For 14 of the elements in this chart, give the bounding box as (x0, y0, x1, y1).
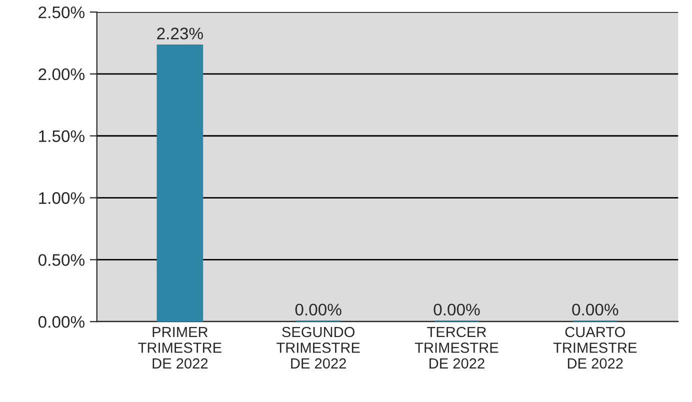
x-tick-label: SEGUNDO TRIMESTRE DE 2022 (276, 326, 360, 369)
y-tick-label: 0.00% (38, 316, 84, 328)
data-label: 2.23% (157, 28, 203, 40)
data-label: 0.00% (434, 304, 480, 316)
data-label: 0.00% (295, 304, 342, 316)
y-tick-label: 1.50% (39, 130, 84, 142)
y-tick-label: 1.00% (39, 192, 84, 204)
data-label: 0.00% (572, 304, 618, 316)
y-tick-label: 2.50% (38, 6, 84, 18)
x-tick-label: PRIMER TRIMESTRE DE 2022 (138, 326, 222, 369)
y-tick-label: 0.50% (38, 254, 84, 266)
y-tick-label: 2.00% (38, 68, 84, 80)
x-tick-label: TERCER TRIMESTRE DE 2022 (414, 326, 498, 369)
x-tick-label: CUARTO TRIMESTRE DE 2022 (553, 326, 637, 369)
